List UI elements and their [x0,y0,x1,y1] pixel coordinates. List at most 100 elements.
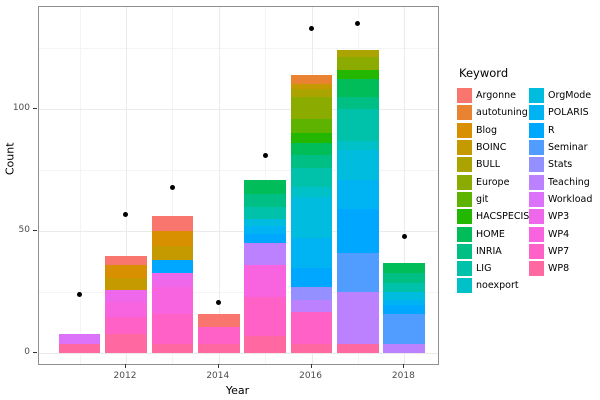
legend-item-Seminar: Seminar [529,139,600,156]
bar-segment-2017-POLARIS [337,179,379,210]
plot-panel [38,6,439,365]
bar-segment-2015-POLARIS [244,226,287,234]
bar-segment-2015-Teaching [244,243,287,266]
bar-segment-2012-WP4 [105,302,147,317]
data-point-2011 [77,292,83,298]
legend-swatch-icon [457,105,472,121]
y-major-gridline [39,353,438,355]
legend-item-label: Teaching [548,176,590,188]
data-point-2013 [169,184,175,190]
legend-item-label: LIG [476,263,492,275]
bar-segment-2016-git [290,118,333,134]
legend-swatch-icon [529,261,544,277]
bar-segment-2016-BOINC [290,84,333,90]
legend-item-git: git [457,191,528,208]
legend-column-1: Argonne autotuning Blog BOINC BULL Europe git H… [457,87,530,295]
legend-column-2: OrgMode POLARIS R Seminar Stats Teaching Workl… [529,87,600,295]
legend-swatch-icon [529,140,544,156]
x-major-gridline [404,7,406,364]
legend-item-Blog: Blog [457,122,528,139]
y-minor-gridline [39,292,438,294]
bar-segment-2015-OrgMode [244,218,287,227]
bar-segment-2013-WP3 [151,272,194,288]
legend-item-POLARIS: POLARIS [529,104,600,121]
bar-segment-2016-R [290,267,333,288]
legend-swatch-icon [529,174,544,190]
legend: Keyword Argonne autotuning Blog BOINC BULL Eu… [457,66,600,295]
legend-item-label: Argonne [476,90,516,102]
legend-item-label: HACSPECIS [476,211,530,223]
legend-item-label: WP4 [548,228,570,240]
legend-item-WP4: WP4 [529,225,600,242]
bar-segment-2016-Stats [290,287,333,300]
bar-segment-2017-HACSPECIS [337,69,379,80]
legend-swatch-icon [529,122,544,138]
bar-segment-2018-Seminar [383,314,426,344]
legend-swatch-icon [457,209,472,225]
bar-segment-2018-Teaching [383,343,426,354]
legend-swatch-icon [457,88,472,104]
legend-item-label: POLARIS [548,107,589,119]
legend-item-label: Workload [548,193,593,205]
legend-item-label: BOINC [476,142,507,154]
y-tick-label: 50 [18,225,30,236]
legend-swatch-icon [457,174,472,190]
y-tick [33,352,37,354]
bar-segment-2015-HOME [244,179,287,195]
bar-segment-2014-WP7 [197,326,240,344]
x-major-gridline [125,7,127,364]
bar-segment-2012-WP8 [105,333,147,354]
legend-item-label: Europe [476,176,510,188]
bar-segment-2016-INRIA [290,155,333,168]
x-tick [124,364,126,368]
legend-item-Europe: Europe [457,173,528,190]
legend-item-BOINC: BOINC [457,139,528,156]
bar-segment-2016-noexport [290,187,333,197]
bar-segment-2016-Europe [290,96,333,119]
legend-item-label: WP8 [548,263,570,275]
bar-segment-2013-WP7 [151,314,194,344]
legend-item-WP3: WP3 [529,208,600,225]
x-tick-label: 2014 [206,371,230,381]
legend-item-HOME: HOME [457,225,528,242]
legend-swatch-icon [529,209,544,225]
legend-item-label: Blog [476,124,497,136]
data-point-2014 [216,299,222,305]
legend-swatch-icon [457,122,472,138]
legend-swatch-icon [529,191,544,207]
x-tick [217,364,219,368]
bar-segment-2016-POLARIS [290,238,333,268]
bar-segment-2017-LIG [337,108,379,141]
x-major-gridline [218,7,220,364]
y-minor-gridline [39,169,438,171]
bar-segment-2016-Teaching [290,299,333,312]
bar-segment-2013-Argonne [151,216,194,232]
bar-segment-2016-OrgMode [290,196,333,239]
bar-segment-2017-OrgMode [337,150,379,180]
bar-segment-2012-Blog [105,265,147,278]
legend-item-INRIA: INRIA [457,243,528,260]
legend-item-label: HOME [476,228,505,240]
bar-segment-2016-HACSPECIS [290,133,333,144]
legend-item-BULL: BULL [457,156,528,173]
legend-item-Teaching: Teaching [529,173,600,190]
y-major-gridline [39,108,438,110]
x-tick [310,364,312,368]
legend-item-autotuning: autotuning [457,104,528,121]
data-point-2016 [309,25,315,31]
legend-item-label: OrgMode [548,90,592,102]
bar-segment-2017-R [337,209,379,254]
bar-segment-2015-WP8 [244,336,287,354]
legend-title: Keyword [459,66,509,80]
bar-segment-2013-WP4 [151,287,194,315]
y-axis-title: Count [3,141,17,175]
legend-swatch-icon [529,243,544,259]
bar-segment-2011-WP8 [58,343,101,354]
bar-segment-2015-WP4 [244,265,287,298]
bar-segment-2014-WP8 [197,343,240,354]
legend-item-label: BULL [476,159,501,171]
bar-segment-2017-Seminar [337,253,379,293]
y-tick [33,107,37,109]
bar-segment-2015-INRIA [244,194,287,207]
